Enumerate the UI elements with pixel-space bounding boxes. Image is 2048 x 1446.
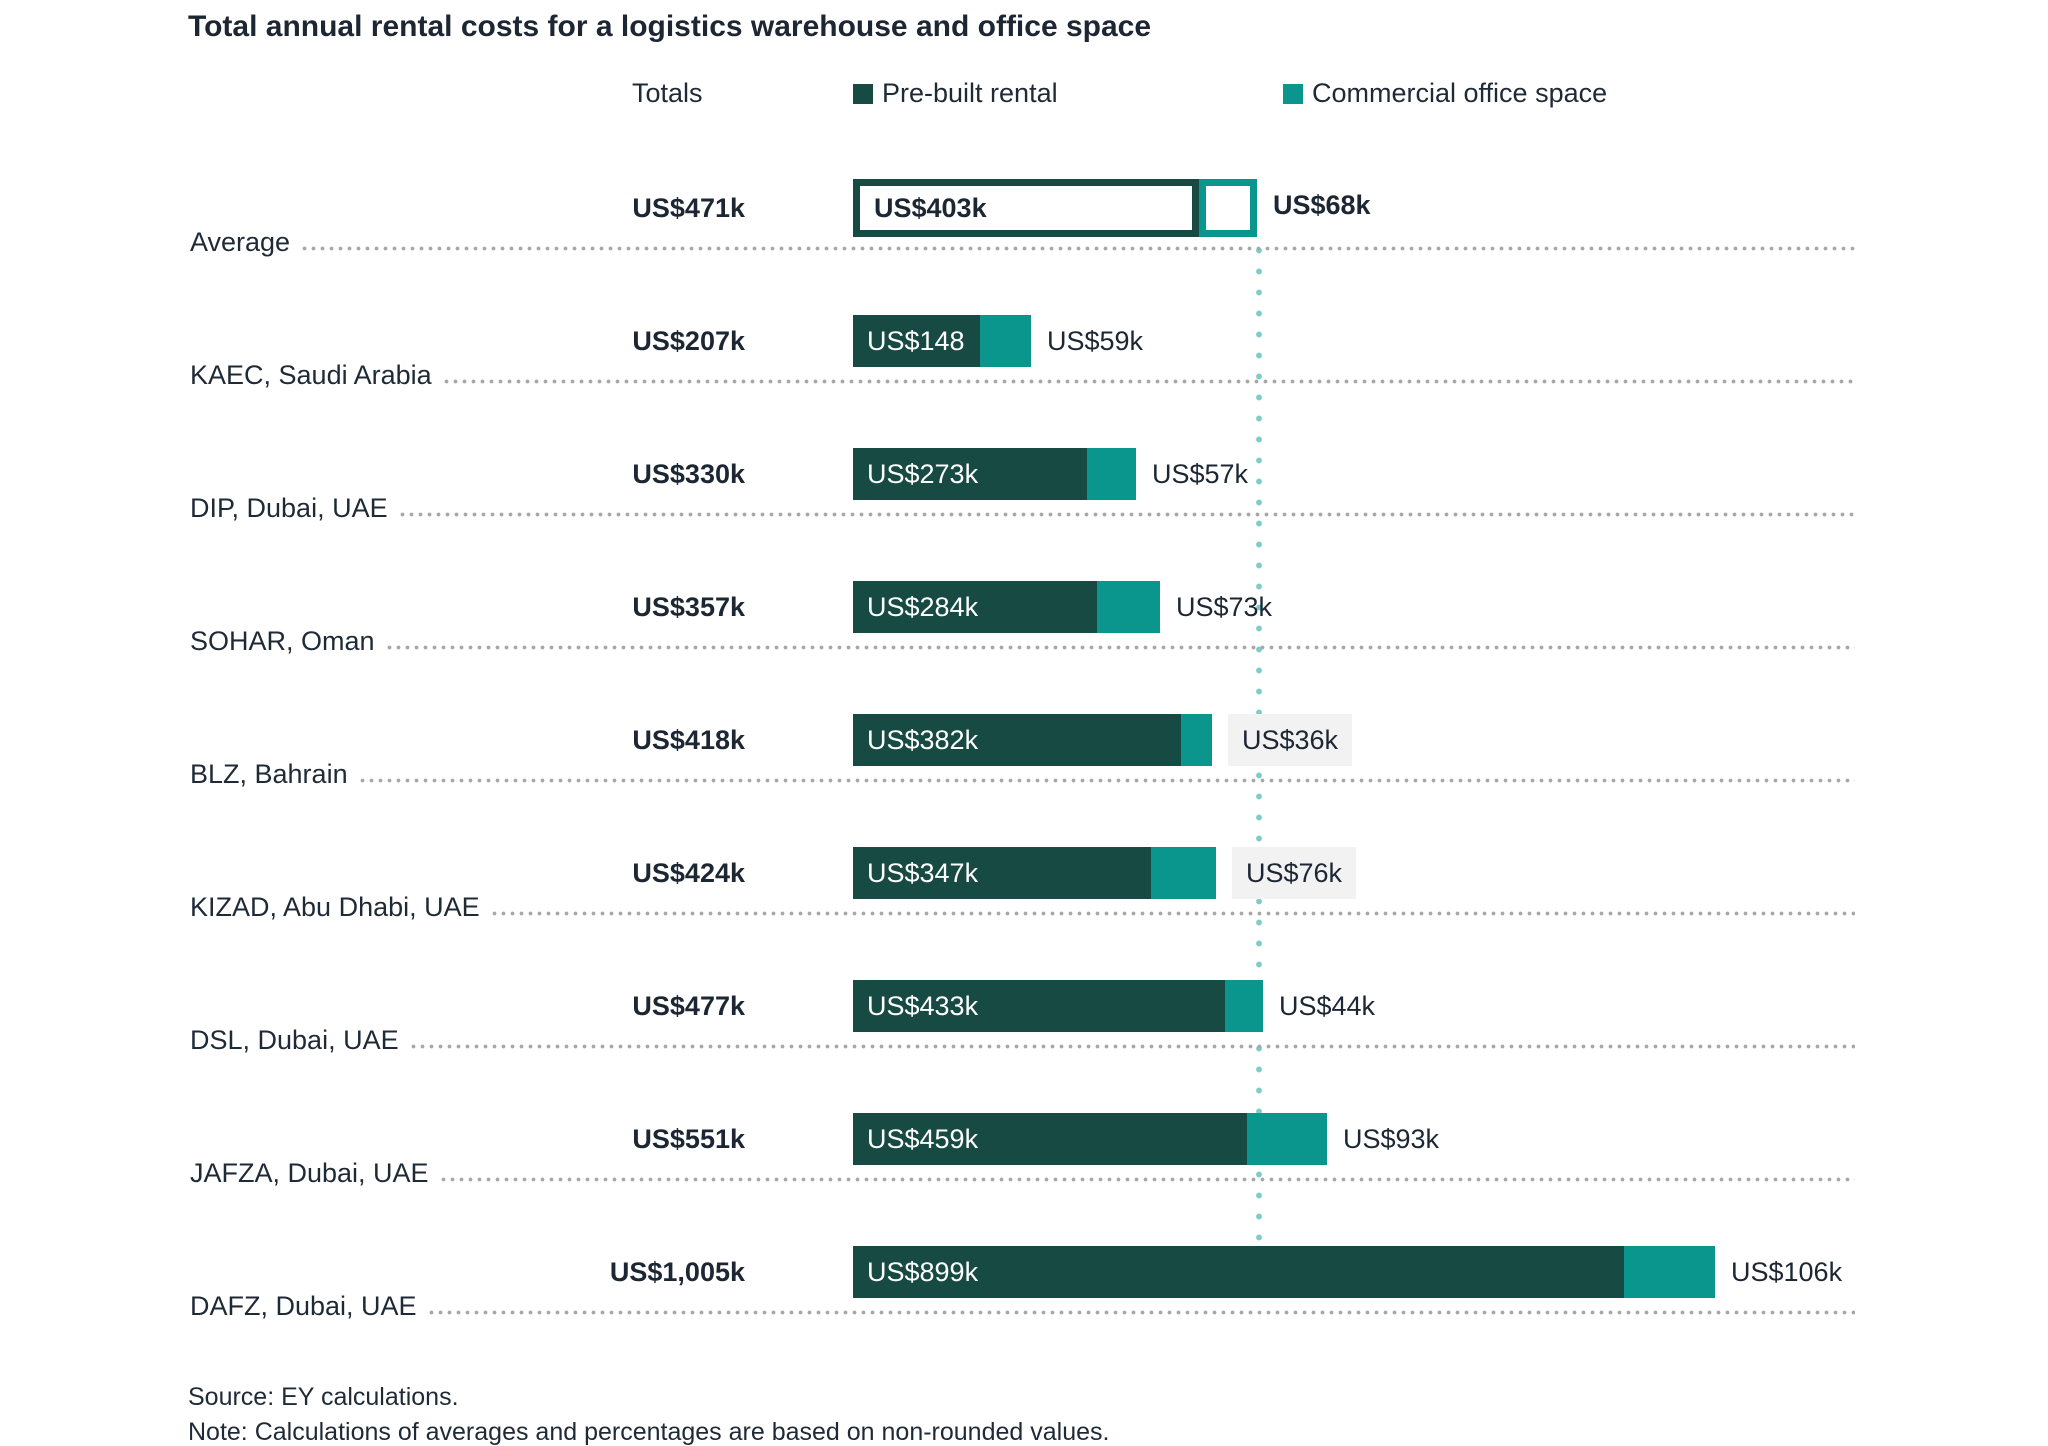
row-label: DIP, Dubai, UAE <box>190 493 388 523</box>
prebuilt-rental-segment: US$148 <box>853 315 980 367</box>
row-baseline: KIZAD, Abu Dhabi, UAE <box>190 892 1855 923</box>
chart-title: Total annual rental costs for a logistic… <box>188 10 1152 43</box>
stacked-bar: US$273k US$57k <box>853 448 1248 500</box>
office-value-label: US$68k <box>1273 190 1371 220</box>
chart-row-blz: BLZ, Bahrain US$418k US$382k US$36k <box>0 657 2048 790</box>
dotted-leader-line <box>426 1310 1855 1315</box>
row-label: Average <box>190 227 291 257</box>
prebuilt-rental-segment: US$382k <box>853 714 1181 766</box>
source-note: Source: EY calculations. <box>188 1383 459 1411</box>
commercial-office-segment <box>1181 714 1212 766</box>
prebuilt-rental-segment: US$347k <box>853 847 1151 899</box>
row-total-value: US$207k <box>632 326 745 356</box>
office-value-label: US$93k <box>1343 1124 1440 1154</box>
commercial-office-segment <box>1199 179 1257 237</box>
row-total-value: US$357k <box>632 592 745 622</box>
dotted-leader-line <box>384 645 1855 650</box>
row-label: DAFZ, Dubai, UAE <box>190 1291 417 1321</box>
commercial-office-segment <box>1151 847 1216 899</box>
dotted-leader-line <box>357 778 1855 783</box>
prebuilt-rental-segment: US$459k <box>853 1113 1247 1165</box>
stacked-bar: US$347k US$76k <box>853 847 1357 899</box>
chart-row-dafz: DAFZ, Dubai, UAE US$1,005k US$899k US$106k <box>0 1189 2048 1322</box>
row-label: SOHAR, Oman <box>190 626 375 656</box>
row-baseline: DAFZ, Dubai, UAE <box>190 1291 1855 1322</box>
chart-row-kaec: KAEC, Saudi Arabia US$207k US$148 US$59k <box>0 258 2048 391</box>
row-total-value: US$551k <box>632 1124 745 1154</box>
row-label: KIZAD, Abu Dhabi, UAE <box>190 892 480 922</box>
stacked-bar: US$284k US$73k <box>853 581 1272 633</box>
stacked-bar: US$459k US$93k <box>853 1113 1439 1165</box>
chart-row-dip: DIP, Dubai, UAE US$330k US$273k US$57k <box>0 391 2048 524</box>
row-total-value: US$418k <box>632 725 745 755</box>
calculation-note: Note: Calculations of averages and perce… <box>188 1418 1110 1446</box>
row-baseline: BLZ, Bahrain <box>190 759 1855 790</box>
row-baseline: SOHAR, Oman <box>190 626 1855 657</box>
dotted-leader-line <box>300 246 1855 251</box>
dotted-leader-line <box>408 1044 1855 1049</box>
legend-totals-label: Totals <box>632 78 703 108</box>
office-value-label: US$44k <box>1279 991 1376 1021</box>
legend-item-office: Commercial office space <box>1283 78 1607 109</box>
row-label: JAFZA, Dubai, UAE <box>190 1158 429 1188</box>
dotted-leader-line <box>397 512 1855 517</box>
chart-row-jafza: JAFZA, Dubai, UAE US$551k US$459k US$93k <box>0 1056 2048 1189</box>
commercial-office-segment <box>980 315 1031 367</box>
chart-row-dsl: DSL, Dubai, UAE US$477k US$433k US$44k <box>0 923 2048 1056</box>
row-total-value: US$1,005k <box>609 1257 745 1287</box>
row-baseline: KAEC, Saudi Arabia <box>190 360 1855 391</box>
row-label: KAEC, Saudi Arabia <box>190 360 432 390</box>
legend-prebuilt-label: Pre-built rental <box>882 78 1058 108</box>
prebuilt-rental-segment: US$899k <box>853 1246 1624 1298</box>
chart-rows: Average US$471k US$403k US$68k KAEC, Saudi A… <box>0 125 2048 1322</box>
row-baseline: DIP, Dubai, UAE <box>190 493 1855 524</box>
stacked-bar: US$899k US$106k <box>853 1246 1842 1298</box>
stacked-bar: US$148 US$59k <box>853 315 1143 367</box>
row-total-value: US$477k <box>632 991 745 1021</box>
row-total-value: US$330k <box>632 459 745 489</box>
prebuilt-rental-segment: US$433k <box>853 980 1225 1032</box>
prebuilt-rental-segment: US$284k <box>853 581 1097 633</box>
prebuilt-swatch-icon <box>853 83 873 104</box>
commercial-office-segment <box>1097 581 1160 633</box>
office-value-label: US$59k <box>1047 326 1144 356</box>
row-baseline: JAFZA, Dubai, UAE <box>190 1158 1855 1189</box>
dotted-leader-line <box>441 379 1855 384</box>
row-label: BLZ, Bahrain <box>190 759 348 789</box>
stacked-bar: US$382k US$36k <box>853 714 1353 766</box>
prebuilt-rental-segment: US$403k <box>853 179 1199 237</box>
prebuilt-rental-segment: US$273k <box>853 448 1087 500</box>
chart-footer: Source: EY calculations. Note: Calculati… <box>188 1380 1109 1446</box>
commercial-office-segment <box>1225 980 1263 1032</box>
commercial-office-segment <box>1624 1246 1715 1298</box>
office-value-label: US$76k <box>1232 847 1357 899</box>
office-value-label: US$57k <box>1152 459 1249 489</box>
dotted-leader-line <box>438 1177 1855 1182</box>
chart-row-kizad: KIZAD, Abu Dhabi, UAE US$424k US$347k US$76… <box>0 790 2048 923</box>
legend-item-prebuilt: Pre-built rental <box>853 78 1058 109</box>
office-value-label: US$106k <box>1731 1257 1843 1287</box>
chart-row-average: Average US$471k US$403k US$68k <box>0 125 2048 258</box>
stacked-bar: US$403k US$68k <box>853 179 1371 237</box>
row-baseline: Average <box>190 227 1855 258</box>
office-value-label: US$36k <box>1228 714 1353 766</box>
row-total-value: US$424k <box>632 858 745 888</box>
row-total-value: US$471k <box>632 193 745 223</box>
office-value-label: US$73k <box>1176 592 1273 622</box>
row-label: DSL, Dubai, UAE <box>190 1025 399 1055</box>
commercial-office-segment <box>1087 448 1136 500</box>
stacked-bar: US$433k US$44k <box>853 980 1375 1032</box>
row-baseline: DSL, Dubai, UAE <box>190 1025 1855 1056</box>
dotted-leader-line <box>489 911 1855 916</box>
commercial-office-segment <box>1247 1113 1327 1165</box>
office-swatch-icon <box>1283 83 1303 104</box>
chart-row-sohar: SOHAR, Oman US$357k US$284k US$73k <box>0 524 2048 657</box>
legend-office-label: Commercial office space <box>1312 78 1608 108</box>
